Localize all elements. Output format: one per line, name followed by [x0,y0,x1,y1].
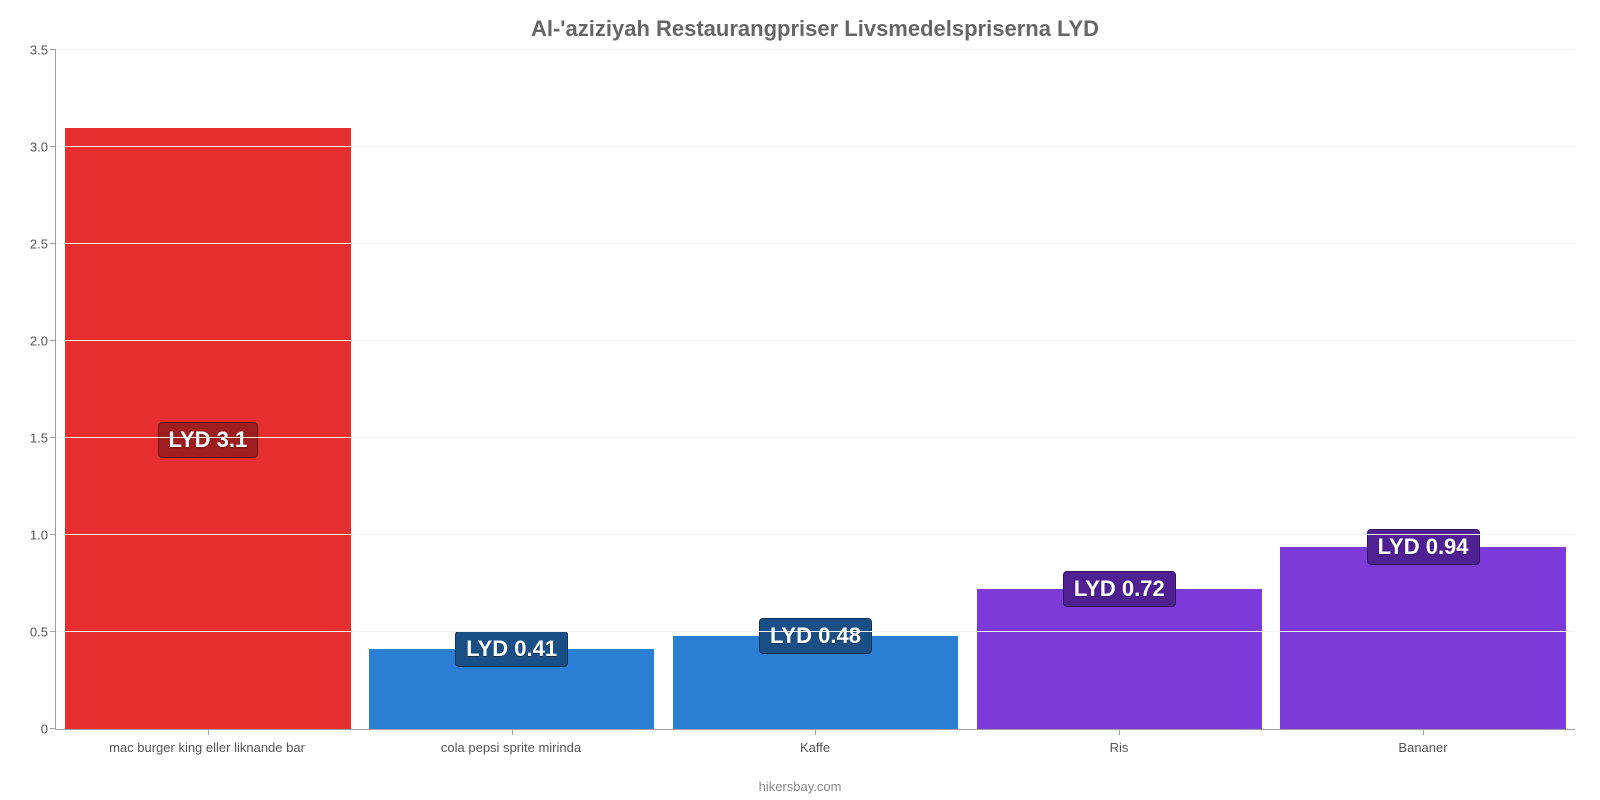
gridline [56,437,1575,438]
ytick-label: 3.0 [30,140,56,155]
xtick-mark [1119,729,1120,735]
ytick-label: 0.5 [30,625,56,640]
bar: LYD 0.48 [673,636,959,729]
gridline [56,243,1575,244]
attribution-text: hikersbay.com [0,779,1600,794]
ytick-label: 2.5 [30,237,56,252]
xtick-mark [1423,729,1424,735]
gridline [56,534,1575,535]
bar-slot: LYD 0.41 [360,50,664,729]
bar: LYD 0.41 [369,649,655,729]
plot-area: LYD 3.1LYD 0.41LYD 0.48LYD 0.72LYD 0.94 … [55,50,1575,730]
bar-value-label: LYD 0.41 [455,631,568,667]
ytick-label: 1.5 [30,431,56,446]
bar-value-label: LYD 0.48 [759,618,872,654]
bar-slot: LYD 0.48 [664,50,968,729]
ytick-label: 2.0 [30,334,56,349]
chart-title: Al-'aziziyah Restaurangpriser Livsmedels… [55,16,1575,42]
bar: LYD 0.94 [1280,547,1566,729]
ytick-label: 0 [41,722,56,737]
bar-slot: LYD 0.94 [1271,50,1575,729]
gridline [56,49,1575,50]
ytick-label: 1.0 [30,528,56,543]
bar: LYD 0.72 [977,589,1263,729]
xtick-mark [512,729,513,735]
xtick-mark [815,729,816,735]
bars-layer: LYD 3.1LYD 0.41LYD 0.48LYD 0.72LYD 0.94 [56,50,1575,729]
bar-value-label: LYD 0.72 [1063,571,1176,607]
bar-slot: LYD 0.72 [967,50,1271,729]
gridline [56,631,1575,632]
bar-value-label: LYD 3.1 [158,422,259,458]
bar: LYD 3.1 [65,128,351,729]
chart-container: Al-'aziziyah Restaurangpriser Livsmedels… [0,0,1600,800]
ytick-label: 3.5 [30,43,56,58]
bar-slot: LYD 3.1 [56,50,360,729]
xtick-mark [208,729,209,735]
gridline [56,340,1575,341]
gridline [56,146,1575,147]
